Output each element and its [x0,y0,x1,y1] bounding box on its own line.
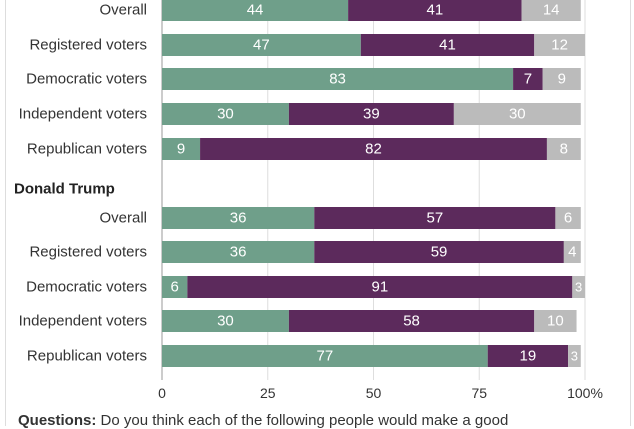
group-title: Donald Trump [14,181,115,198]
data-label: 12 [551,37,568,54]
data-label: 3 [575,280,582,295]
data-label: 30 [217,106,234,123]
bar-segment [162,34,361,56]
row-label: Democratic voters [26,71,147,88]
data-label: 44 [247,2,264,19]
data-label: 19 [520,348,537,365]
data-label: 57 [426,210,443,227]
data-label: 91 [372,279,389,296]
data-label: 36 [230,244,247,261]
bar-segment [162,345,488,367]
data-label: 47 [253,37,270,54]
data-label: 7 [524,71,532,88]
row-label: Registered voters [29,37,147,54]
bar-segment [288,103,454,125]
data-label: 6 [171,279,179,296]
bar-segment [572,276,585,298]
chart-frame [5,0,631,426]
bar-segment [314,207,556,229]
bar-segment [563,241,581,263]
x-tick-label: 50 [366,385,382,401]
row-label: Republican voters [27,141,147,158]
bar-segment [555,207,581,229]
bar-segment [534,34,585,56]
bar-segment [162,207,315,229]
data-label: 3 [571,349,578,364]
bar-segment [162,138,201,160]
bar-segment [200,138,547,160]
bar-segment [521,0,581,21]
bar-segment [568,345,581,367]
bar-segment [542,68,581,90]
data-label: 59 [431,244,448,261]
row-label: Republican voters [27,348,147,365]
data-label: 77 [317,348,334,365]
bar-segment [534,310,577,332]
bar-segment [360,34,535,56]
bar-segment [162,68,514,90]
row-label: Democratic voters [26,279,147,296]
footnote-text: Do you think each of the following peopl… [96,412,509,429]
row-label: Overall [99,2,147,19]
x-tick-label: 25 [260,385,276,401]
bar-segment [162,310,289,332]
row-label: Overall [99,210,147,227]
bar-segment [162,0,349,21]
data-label: 10 [547,313,564,330]
bar-segment [162,241,315,263]
data-label: 9 [558,71,566,88]
data-label: 41 [426,2,443,19]
x-tick-label: 0 [158,385,166,401]
bar-segment [288,310,535,332]
data-label: 6 [564,210,572,227]
data-label: 83 [329,71,346,88]
bar-segment [314,241,564,263]
bar-segment [513,68,543,90]
data-label: 30 [509,106,526,123]
data-label: 4 [568,244,576,261]
row-label: Independent voters [19,313,147,330]
data-label: 82 [365,141,382,158]
x-tick-label: 75 [471,385,487,401]
data-label: 41 [439,37,456,54]
bar-segment [162,276,188,298]
bar-segment [162,103,289,125]
x-tick-label: 100% [567,385,603,401]
row-label: Independent voters [19,106,147,123]
footnote-label: Questions: [18,412,97,429]
questions-footnote: Questions: Do you think each of the foll… [18,412,508,429]
data-label: 58 [403,313,420,330]
bar-segment [487,345,569,367]
data-label: 30 [217,313,234,330]
bar-segment [546,138,581,160]
data-label: 36 [230,210,247,227]
data-label: 8 [560,141,568,158]
bar-segment [348,0,522,21]
data-label: 9 [177,141,185,158]
row-label: Registered voters [29,244,147,261]
bar-segment [453,103,581,125]
data-label: 39 [363,106,380,123]
data-label: 14 [543,2,560,19]
bar-segment [187,276,573,298]
